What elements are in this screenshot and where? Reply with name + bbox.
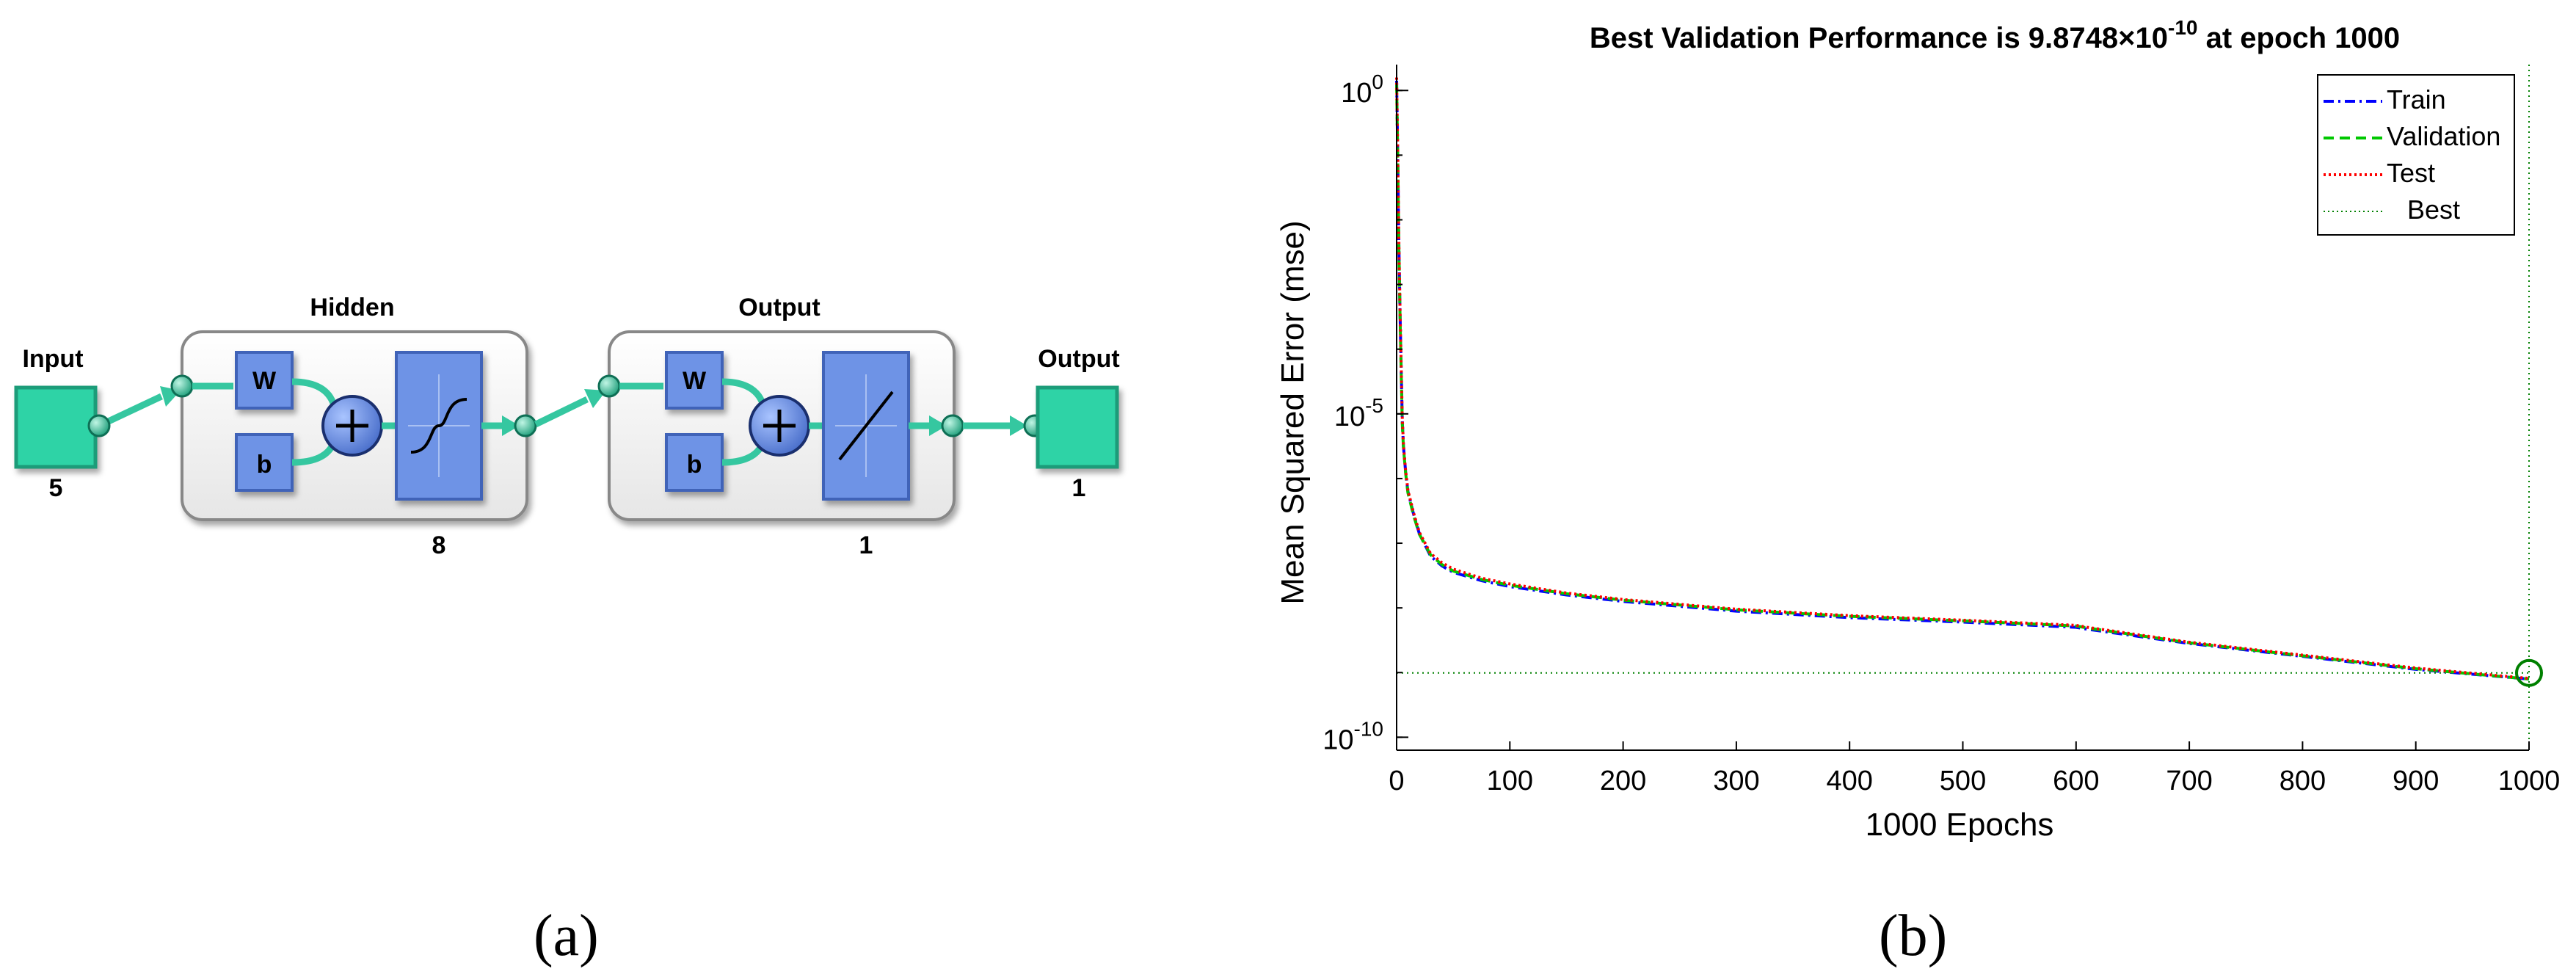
network-diagram: Input 5 Hidden W b 8 Output	[14, 294, 1120, 559]
connector-dot	[941, 414, 964, 437]
connector-wire	[291, 378, 338, 407]
connector-hidden-output	[534, 396, 589, 428]
legend-test-label: Test	[2387, 158, 2435, 188]
panel-a-caption: (a)	[534, 904, 599, 968]
output-weight-label: W	[683, 367, 707, 395]
y-tick-label: 10-10	[1322, 717, 1383, 755]
output-bias-label: b	[687, 451, 702, 479]
y-tick-label: 100	[1341, 70, 1383, 109]
connector-dot	[87, 414, 111, 437]
y-axis-label: Mean Squared Error (mse)	[1275, 220, 1311, 604]
x-axis-label: 1000 Epochs	[1866, 807, 2054, 843]
x-tick-label: 0	[1389, 766, 1404, 796]
performance-chart: Best Validation Performance is 9.8748×10…	[1275, 16, 2561, 843]
x-tick-label: 1000	[2498, 766, 2561, 796]
output-layer-label: Output	[738, 294, 820, 322]
legend-validation-label: Validation	[2387, 121, 2500, 151]
x-tick-label: 300	[1713, 766, 1759, 796]
x-tick-label: 100	[1487, 766, 1533, 796]
hidden-layer-size: 8	[432, 531, 446, 559]
x-tick-label: 200	[1600, 766, 1646, 796]
y-tick-label: 10-5	[1334, 394, 1383, 432]
x-tick-label: 700	[2166, 766, 2212, 796]
legend-train-label: Train	[2387, 84, 2446, 115]
output-label: Output	[1038, 345, 1119, 373]
connector-dot	[170, 374, 194, 398]
input-node	[14, 385, 98, 469]
hidden-weight-label: W	[252, 367, 277, 395]
x-tick-label: 600	[2053, 766, 2099, 796]
hidden-layer-label: Hidden	[310, 294, 394, 322]
output-node	[1036, 385, 1119, 469]
linear-icon	[838, 391, 894, 461]
chart-title: Best Validation Performance is 9.8748×10…	[1590, 16, 2400, 54]
series-line-test	[1395, 77, 2530, 680]
connector-input-hidden	[98, 393, 163, 429]
arrow-icon	[1010, 415, 1027, 436]
arrow-icon	[929, 415, 947, 436]
hidden-bias-label: b	[257, 451, 272, 479]
input-size: 5	[49, 474, 63, 502]
connector-dot	[597, 374, 621, 398]
panel-b-caption: (b)	[1879, 904, 1948, 968]
x-tick-label: 800	[2280, 766, 2326, 796]
input-label: Input	[22, 345, 83, 373]
x-tick-label: 400	[1826, 766, 1872, 796]
output-size: 1	[1072, 474, 1086, 502]
connector-dot	[514, 414, 537, 437]
legend: Train Validation Test Best	[2317, 74, 2515, 236]
plus-icon	[336, 410, 368, 442]
x-tick-label: 500	[1940, 766, 1986, 796]
plus-icon	[763, 410, 796, 442]
x-tick-label: 900	[2393, 766, 2439, 796]
arrow-icon	[584, 389, 606, 408]
output-layer-size: 1	[859, 531, 873, 559]
sigmoid-icon	[410, 398, 467, 454]
legend-best-label: Best	[2407, 195, 2460, 225]
best-marker	[2515, 658, 2543, 687]
hidden-bias-block	[235, 433, 294, 492]
arrow-icon	[502, 415, 520, 436]
